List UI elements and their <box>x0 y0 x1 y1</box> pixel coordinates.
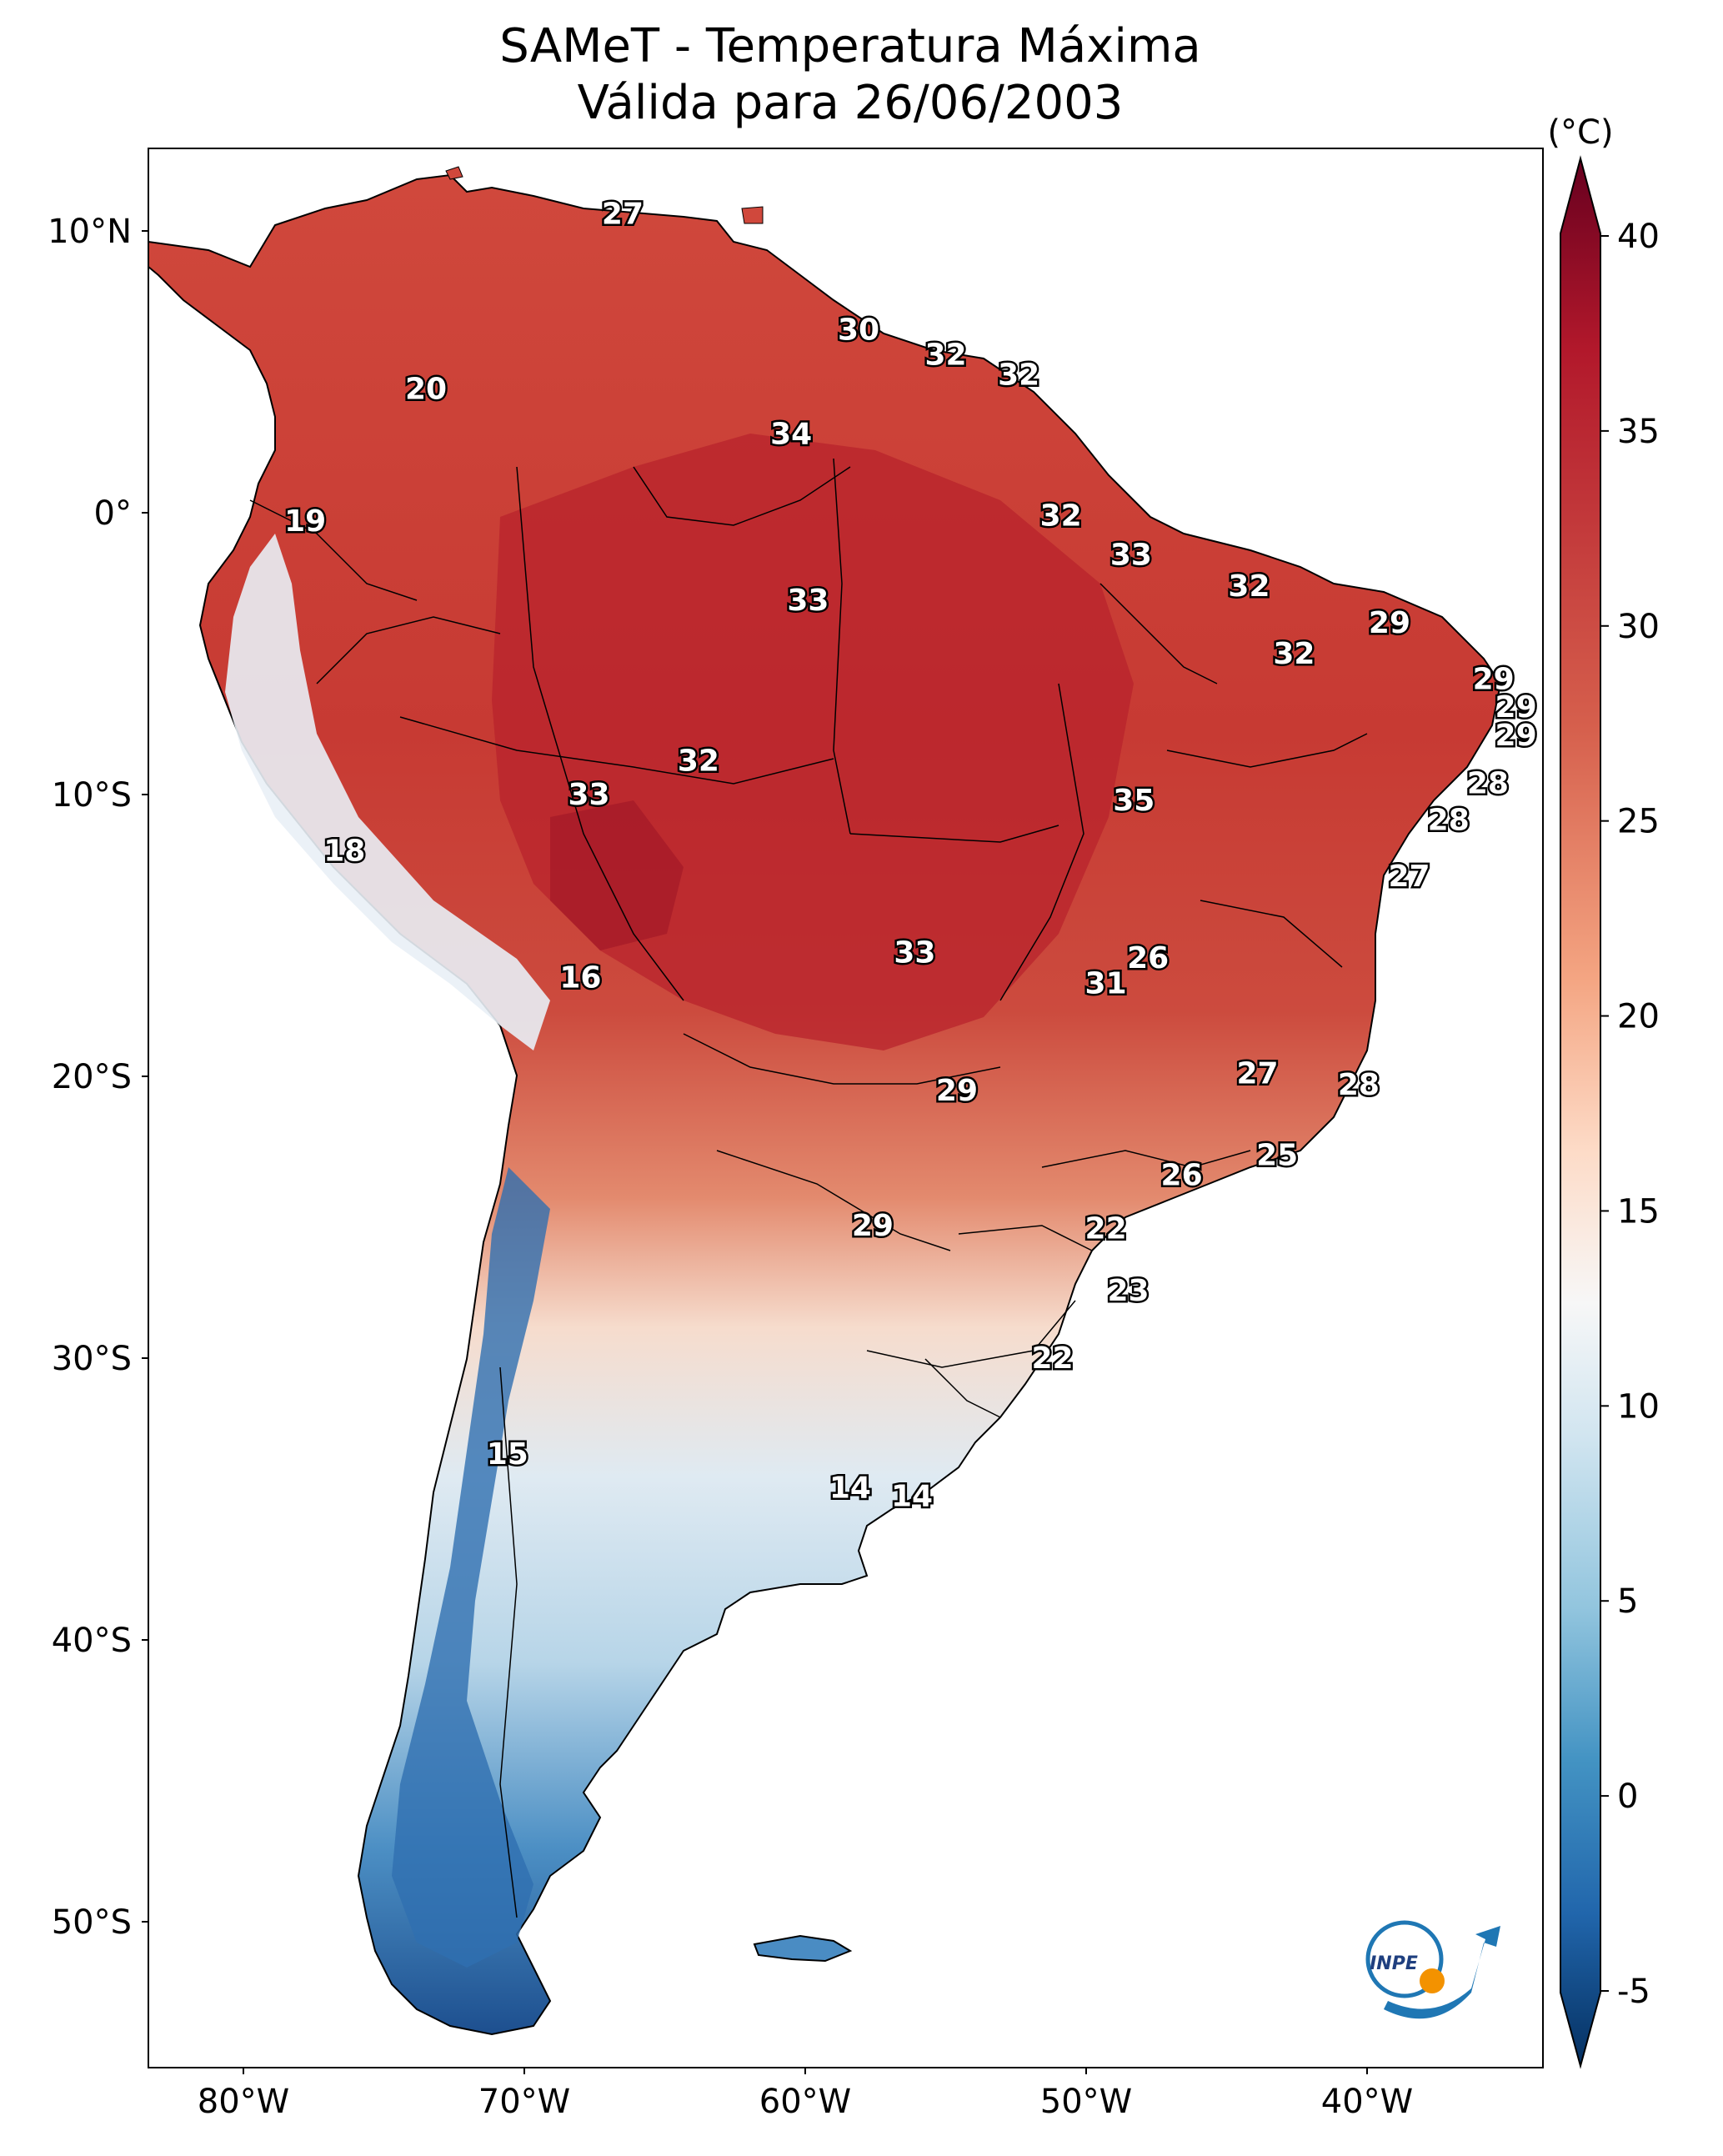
temperature-label: 27 <box>602 198 644 232</box>
falkland-islands <box>753 1934 853 1963</box>
temperature-label: 32 <box>678 744 719 778</box>
colorbar-tick-label: 5 <box>1617 1582 1638 1621</box>
temperature-label: 32 <box>1228 569 1270 604</box>
temperature-label: 33 <box>894 935 935 970</box>
temperature-label: 29 <box>1495 690 1537 725</box>
temperature-label: 33 <box>1110 539 1152 573</box>
lat-tick-label: 50°S <box>52 1903 132 1942</box>
temperature-label: 28 <box>1338 1068 1380 1102</box>
colorbar-tick-label: 40 <box>1617 218 1660 256</box>
temperature-label: 31 <box>1085 966 1127 1000</box>
temperature-label: 15 <box>487 1437 528 1472</box>
lon-tick-label: 60°W <box>759 2083 851 2121</box>
temperature-label: 16 <box>559 961 601 995</box>
temperature-label: 27 <box>1388 860 1430 894</box>
lon-tick-label: 50°W <box>1040 2083 1132 2121</box>
temperature-label: 29 <box>852 1209 894 1243</box>
temperature-label: 32 <box>1040 499 1082 533</box>
temperature-label: 32 <box>1273 637 1315 671</box>
hottest-region <box>550 800 684 950</box>
colorbar-tick-label: 35 <box>1617 413 1660 451</box>
longitude-axis: 80°W 70°W 60°W 50°W 40°W <box>198 2068 1413 2121</box>
temperature-label: 18 <box>323 835 365 869</box>
page-title: SAMeT - Temperatura Máxima Válida para 2… <box>150 18 1550 132</box>
lon-tick-label: 70°W <box>478 2083 570 2121</box>
lon-tick-label: 40°W <box>1321 2083 1413 2121</box>
lat-tick-label: 30°S <box>52 1340 132 1378</box>
logo-text: INPE <box>1370 1953 1418 1974</box>
temperature-label: 26 <box>1161 1158 1203 1192</box>
colorbar-tick-label: 30 <box>1617 608 1660 646</box>
colorbar-body <box>1560 155 1601 2069</box>
colorbar-tick-label: 15 <box>1617 1192 1660 1231</box>
logo-sun-icon <box>1420 1968 1445 1993</box>
colorbar-tick-label: 25 <box>1617 803 1660 841</box>
caribbean-shapes <box>445 166 764 224</box>
temperature-label: 20 <box>405 372 447 406</box>
temperature-label: 27 <box>1237 1057 1279 1091</box>
colorbar: (°C) 40 35 30 25 20 15 10 5 0 -5 <box>1547 113 1660 2069</box>
lat-tick-label: 0° <box>94 494 132 533</box>
temperature-label: 22 <box>1032 1341 1074 1376</box>
temperature-label: 28 <box>1467 766 1509 800</box>
temperature-label: 34 <box>770 417 812 451</box>
temperature-label: 32 <box>998 358 1039 392</box>
title-line-1: SAMeT - Temperatura Máxima <box>499 19 1201 73</box>
title-line-2: Válida para 26/06/2003 <box>577 76 1124 130</box>
map-frame <box>148 148 1544 2068</box>
colorbar-tick-label: 10 <box>1617 1387 1660 1426</box>
temperature-label: 33 <box>787 584 829 618</box>
lat-tick-label: 10°N <box>48 213 132 251</box>
lon-tick-label: 80°W <box>198 2083 289 2121</box>
andes-cool-strip <box>225 534 550 1050</box>
temperature-label: 29 <box>936 1074 978 1108</box>
southern-andes-strip <box>392 1167 550 1968</box>
logo-ring <box>1365 1920 1444 1998</box>
temperature-label: 29 <box>1473 662 1515 696</box>
colorbar-ticks: 40 35 30 25 20 15 10 5 0 -5 <box>1600 218 1660 2011</box>
temperature-label: 23 <box>1107 1274 1149 1308</box>
latitude-axis: 10°N 0° 10°S 20°S 30°S 40°S 50°S <box>48 213 148 1942</box>
logo-arrow-icon <box>1384 1926 1500 2019</box>
inpe-logo: INPE <box>1365 1920 1500 2019</box>
temperature-label: 22 <box>1085 1212 1127 1246</box>
temperature-label: 35 <box>1113 784 1155 818</box>
temperature-label: 32 <box>924 338 966 373</box>
temperature-label: 14 <box>829 1471 871 1505</box>
temperature-label: 26 <box>1127 941 1169 975</box>
map-land-layer <box>148 166 1502 2036</box>
colorbar-tick-label: 0 <box>1617 1777 1638 1816</box>
temperature-label: 29 <box>1495 719 1537 753</box>
temperature-label: 19 <box>284 504 326 539</box>
colorbar-tick-label: 20 <box>1617 998 1660 1036</box>
lat-tick-label: 40°S <box>52 1622 132 1660</box>
lat-tick-label: 20°S <box>52 1058 132 1096</box>
colorbar-unit: (°C) <box>1547 113 1613 152</box>
temperature-label: 33 <box>568 778 609 812</box>
lat-tick-label: 10°S <box>52 776 132 815</box>
temperature-label: 30 <box>838 313 879 347</box>
temperature-label: 14 <box>891 1480 933 1514</box>
temperature-label: 29 <box>1369 606 1410 640</box>
political-borders <box>249 458 1368 1918</box>
temperature-label: 28 <box>1428 803 1470 837</box>
colorbar-tick-label: -5 <box>1617 1973 1650 2011</box>
temperature-label: 25 <box>1256 1139 1298 1173</box>
